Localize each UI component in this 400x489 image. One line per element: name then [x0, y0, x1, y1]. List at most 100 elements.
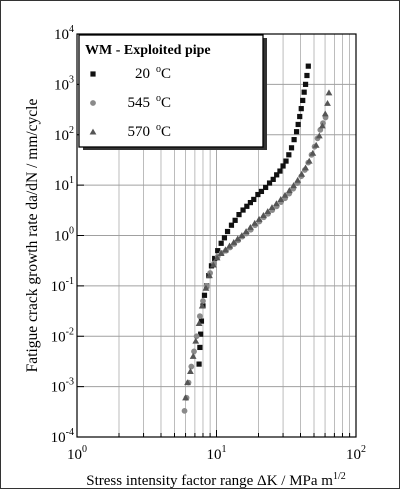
data-point-square: [247, 199, 254, 206]
legend-label: 545: [128, 95, 151, 111]
data-point-triangle: [242, 228, 250, 235]
data-point-square: [301, 89, 307, 95]
data-point-square: [215, 248, 221, 254]
y-axis-label: Fatigue crack growth rate da/dN / mm/cyc…: [24, 99, 41, 373]
x-tick-label: 100: [67, 444, 87, 463]
x-tick-label: 102: [346, 444, 366, 463]
data-point-triangle: [182, 394, 189, 401]
legend-marker-square: [90, 71, 96, 77]
data-point-square: [244, 203, 250, 209]
data-point-triangle: [285, 187, 293, 194]
legend-marker-triangle: [89, 128, 97, 135]
data-point-triangle: [324, 99, 331, 106]
data-point-triangle: [302, 164, 309, 171]
tick-marks: [76, 33, 351, 438]
data-point-square: [300, 97, 306, 104]
data-point-square: [240, 207, 246, 213]
data-point-triangle: [321, 110, 329, 117]
data-point-square: [304, 72, 310, 79]
data-point-triangle: [217, 250, 225, 257]
y-tick-label: 10-2: [51, 326, 74, 345]
data-point-circle: [200, 298, 206, 304]
data-point-square: [196, 361, 202, 367]
y-tick-label: 102: [54, 125, 74, 144]
data-point-triangle: [247, 223, 254, 230]
data-point-triangle: [312, 141, 320, 148]
data-point-triangle: [202, 284, 210, 291]
data-point-square: [236, 211, 242, 218]
data-point-square: [298, 106, 304, 112]
data-point-square: [228, 222, 235, 228]
x-axis-label-main: Stress intensity factor range ΔK / MPa m: [86, 473, 333, 489]
y-tick-label: 10-3: [51, 377, 74, 396]
data-point-square: [295, 121, 301, 128]
data-point-triangle: [273, 200, 280, 207]
x-axis-label: Stress intensity factor range ΔK / MPa m…: [86, 471, 345, 489]
data-points: [181, 63, 333, 414]
y-tick-label: 100: [54, 226, 74, 245]
y-tick-label: 101: [54, 175, 74, 194]
data-point-square: [270, 176, 276, 182]
y-tick-label: 10-1: [51, 276, 74, 295]
data-point-square: [302, 81, 309, 87]
data-point-triangle: [309, 149, 317, 156]
data-point-square: [280, 163, 286, 169]
data-point-triangle: [315, 132, 323, 139]
data-point-triangle: [230, 238, 238, 245]
data-point-square: [218, 240, 224, 246]
x-tick-labels: 100 101 102: [67, 444, 366, 463]
data-point-triangle: [294, 176, 302, 183]
data-point-square: [198, 331, 204, 337]
data-point-triangle: [213, 254, 221, 261]
data-point-square: [258, 188, 265, 195]
data-point-triangle: [305, 157, 313, 164]
data-point-square: [305, 63, 311, 69]
data-point-triangle: [298, 170, 306, 177]
data-point-triangle: [281, 191, 289, 198]
data-point-square: [286, 152, 292, 158]
data-point-triangle: [209, 261, 217, 268]
legend-label: 570: [128, 124, 151, 140]
data-point-circle: [191, 348, 197, 355]
data-point-square: [198, 318, 205, 324]
data-point-square: [251, 196, 257, 203]
data-point-triangle: [195, 319, 203, 326]
data-point-triangle: [192, 337, 200, 344]
data-point-triangle: [184, 379, 191, 386]
data-point-square: [274, 172, 280, 178]
legend-unit: oC: [156, 64, 171, 82]
data-point-triangle: [251, 219, 259, 226]
data-point-triangle: [206, 272, 213, 279]
data-point-square: [221, 235, 228, 241]
data-point-triangle: [198, 302, 206, 309]
data-point-circle: [181, 407, 188, 414]
data-point-square: [255, 191, 261, 198]
legend: WM - Exploited pipe 20 oC 545 oC 570 oC: [78, 34, 267, 150]
legend-unit: oC: [156, 93, 171, 111]
data-point-square: [283, 158, 289, 164]
data-point-triangle: [290, 182, 297, 189]
data-point-square: [232, 217, 238, 223]
data-point-triangle: [318, 122, 326, 129]
data-point-square: [266, 180, 273, 186]
data-point-triangle: [226, 242, 233, 249]
data-point-square: [277, 168, 283, 174]
data-point-square: [212, 255, 218, 262]
y-tick-labels: 10-4 10-3 10-2 10-1 100 101 102 103 104: [51, 24, 74, 446]
data-point-square: [197, 344, 203, 351]
data-point-triangle: [268, 204, 276, 211]
data-point-square: [297, 113, 303, 120]
legend-unit: oC: [156, 122, 171, 140]
data-point-circle: [188, 363, 195, 370]
data-point-square: [291, 137, 297, 143]
y-tick-label: 103: [54, 74, 74, 93]
data-point-triangle: [260, 212, 267, 219]
data-point-square: [224, 228, 231, 235]
data-point-circle: [193, 333, 200, 340]
data-point-triangle: [234, 235, 242, 242]
data-point-triangle: [325, 89, 333, 96]
data-point-triangle: [189, 352, 197, 359]
data-point-square: [263, 184, 269, 191]
data-point-square: [293, 129, 300, 135]
